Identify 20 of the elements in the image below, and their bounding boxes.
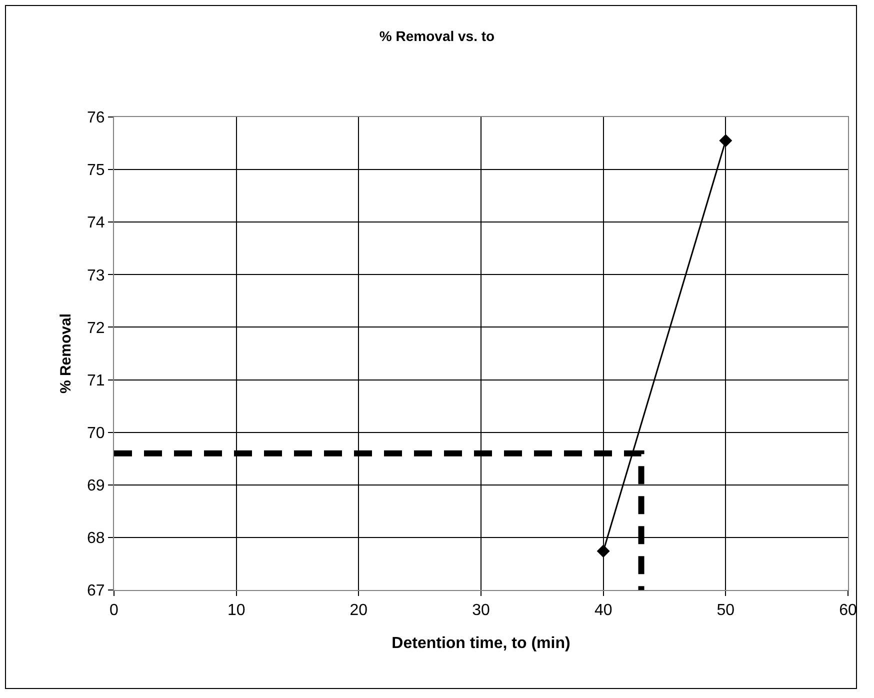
x-tick-label: 40 <box>594 602 612 620</box>
y-tick-label: 70 <box>87 424 105 442</box>
y-tick-label: 68 <box>87 530 105 548</box>
y-axis-title: % Removal <box>57 313 74 394</box>
y-tick-label: 71 <box>87 372 105 390</box>
x-tick-label: 10 <box>227 602 246 620</box>
y-tick-label: 74 <box>87 214 105 232</box>
x-tick-label: 0 <box>110 602 119 620</box>
x-axis-title: Detention time, to (min) <box>392 634 570 652</box>
x-tick-label: 50 <box>716 602 735 620</box>
y-tick-label: 75 <box>87 162 105 180</box>
y-tick-label: 73 <box>87 267 105 284</box>
y-tick-label: 69 <box>87 477 105 494</box>
x-tick-label: 30 <box>472 602 490 620</box>
chart-title: % Removal vs. to <box>379 28 495 44</box>
x-tick-label: 60 <box>839 602 857 620</box>
y-tick-label: 72 <box>87 320 105 337</box>
y-tick-label: 67 <box>87 582 105 600</box>
x-tick-label: 20 <box>350 602 368 620</box>
y-tick-label: 76 <box>87 110 105 127</box>
